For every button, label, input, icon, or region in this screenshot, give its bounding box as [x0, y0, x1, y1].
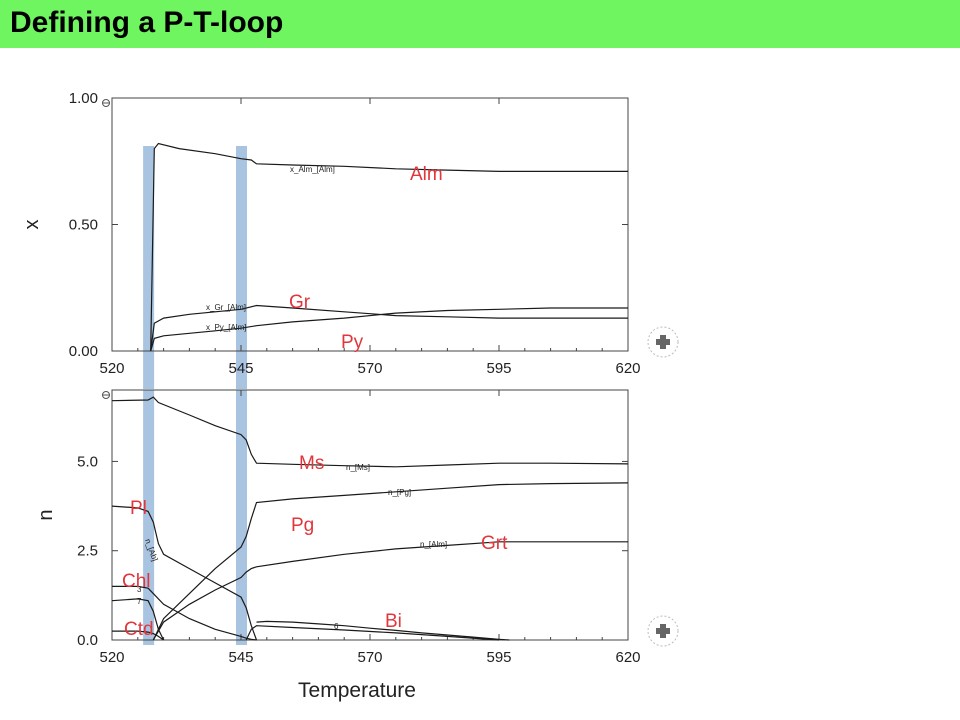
- series-line: [150, 142, 628, 352]
- series-line: [152, 482, 629, 641]
- series-line: [152, 541, 628, 641]
- slide-title: Defining a P-T-loop: [10, 6, 284, 39]
- x-tick-label: 620: [615, 360, 640, 377]
- highlight-band: [143, 390, 155, 645]
- software-logo-seal: [647, 326, 679, 358]
- y-tick-label: 0.0: [77, 632, 98, 649]
- chart-panel-top: 520 545 570 595 620 0.00 0.50 1.00 x x_Alm_[Alm]x…: [21, 90, 679, 389]
- x-tick-label: 620: [615, 649, 640, 666]
- phase-annotation: Bi: [385, 611, 402, 632]
- x-tick-label: 570: [357, 360, 382, 377]
- y-tick-label: 5.0: [77, 453, 98, 470]
- series-line: [150, 304, 628, 352]
- y-tick-label: 1.00: [69, 90, 98, 107]
- y-tick-label: 2.5: [77, 543, 98, 560]
- x-axis-label: Temperature: [298, 679, 416, 702]
- highlight-band: [236, 390, 247, 645]
- x-tick-label: 595: [486, 360, 511, 377]
- phase-annotation: Py: [341, 332, 364, 353]
- series-label: n_[Ms]: [346, 463, 370, 472]
- phase-annotation: Ctd: [124, 619, 154, 640]
- phase-annotation: Alm: [410, 164, 443, 185]
- y-tick-label: 0.50: [69, 217, 98, 234]
- series-line: [150, 307, 628, 352]
- series-label: x_Gr_[Alm]: [206, 303, 246, 312]
- software-logo-seal: [647, 615, 679, 647]
- phase-annotation: Pg: [291, 515, 314, 536]
- x-tick-label: 595: [486, 649, 511, 666]
- phase-annotation: Pl: [130, 498, 147, 519]
- phase-annotation: Ms: [299, 453, 324, 474]
- series-line: [111, 505, 258, 641]
- series-label: 6: [334, 622, 339, 631]
- x-tick-label: 545: [228, 360, 253, 377]
- x-tick-label: 520: [99, 360, 124, 377]
- series-line: [111, 598, 165, 641]
- y-axis-label: x: [21, 220, 43, 230]
- series-line: [111, 396, 629, 468]
- y-tick-label: 0.00: [69, 343, 98, 360]
- chart-panel-bottom: 520 545 570 595 620 0.0 2.5 5.0 n Temperature n_[M…: [35, 389, 679, 702]
- series-line: [245, 625, 500, 641]
- series-label: 3: [137, 585, 142, 594]
- series-label: x_Alm_[Alm]: [290, 165, 335, 174]
- phase-annotation: Grt: [481, 533, 508, 554]
- x-tick-label: 570: [357, 649, 382, 666]
- plot-frame: [111, 97, 629, 352]
- series-line: [256, 620, 510, 641]
- title-bar: Defining a P-T-loop: [0, 0, 960, 48]
- highlight-band: [143, 146, 155, 389]
- phase-annotation: Gr: [289, 292, 311, 313]
- series-label: 7: [137, 597, 142, 606]
- phase-annotation: Chl: [122, 571, 151, 592]
- series-line: [112, 630, 164, 641]
- series-label: n_[Alm]: [420, 540, 447, 549]
- y-axis-label: n: [35, 509, 57, 520]
- series-label: n_[Pg]: [388, 488, 411, 497]
- plot-frame: [111, 389, 629, 641]
- highlight-band: [236, 146, 247, 389]
- x-tick-label: 520: [99, 649, 124, 666]
- series-label: x_Py_[Alm]: [206, 323, 246, 332]
- x-tick-label: 545: [228, 649, 253, 666]
- series-line: [112, 585, 257, 641]
